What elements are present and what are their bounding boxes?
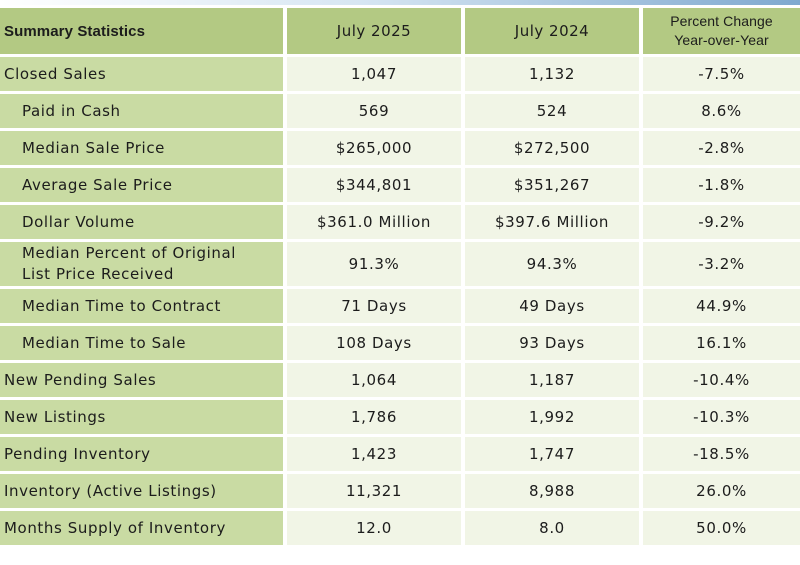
value-july-2024: 94.3% xyxy=(465,242,639,286)
summary-statistics-table: Summary Statistics July 2025 July 2024 P… xyxy=(0,5,800,548)
header-percent-change-line2: Year-over-Year xyxy=(674,32,769,48)
table-row: New Pending Sales 1,064 1,187 -10.4% xyxy=(0,363,800,397)
table-row: Median Time to Sale 108 Days 93 Days 16.… xyxy=(0,326,800,360)
value-percent-change: -7.5% xyxy=(643,57,800,91)
row-label: Paid in Cash xyxy=(0,94,283,128)
table-row: Dollar Volume $361.0 Million $397.6 Mill… xyxy=(0,205,800,239)
value-july-2025: 1,064 xyxy=(287,363,461,397)
header-july-2025: July 2025 xyxy=(287,8,461,54)
value-july-2024: $272,500 xyxy=(465,131,639,165)
header-row: Summary Statistics July 2025 July 2024 P… xyxy=(0,8,800,54)
header-percent-change-line1: Percent Change xyxy=(670,13,773,29)
row-label: Median Time to Sale xyxy=(0,326,283,360)
table-row: Median Time to Contract 71 Days 49 Days … xyxy=(0,289,800,323)
value-july-2025: $361.0 Million xyxy=(287,205,461,239)
value-july-2024: 1,992 xyxy=(465,400,639,434)
value-july-2024: $351,267 xyxy=(465,168,639,202)
value-percent-change: -9.2% xyxy=(643,205,800,239)
value-july-2024: 1,747 xyxy=(465,437,639,471)
table-row: Pending Inventory 1,423 1,747 -18.5% xyxy=(0,437,800,471)
value-july-2025: 1,786 xyxy=(287,400,461,434)
table-row: Months Supply of Inventory 12.0 8.0 50.0… xyxy=(0,511,800,545)
header-summary-statistics: Summary Statistics xyxy=(0,8,283,54)
row-label: Median Sale Price xyxy=(0,131,283,165)
value-percent-change: 16.1% xyxy=(643,326,800,360)
table-row: Median Sale Price $265,000 $272,500 -2.8… xyxy=(0,131,800,165)
row-label: Closed Sales xyxy=(0,57,283,91)
value-july-2024: 1,132 xyxy=(465,57,639,91)
row-label: Average Sale Price xyxy=(0,168,283,202)
value-july-2024: 1,187 xyxy=(465,363,639,397)
value-july-2025: $344,801 xyxy=(287,168,461,202)
value-july-2025: 12.0 xyxy=(287,511,461,545)
value-july-2024: 524 xyxy=(465,94,639,128)
value-percent-change: 44.9% xyxy=(643,289,800,323)
row-label: Months Supply of Inventory xyxy=(0,511,283,545)
value-july-2024: 8,988 xyxy=(465,474,639,508)
value-july-2025: 108 Days xyxy=(287,326,461,360)
value-july-2024: 49 Days xyxy=(465,289,639,323)
value-july-2024: $397.6 Million xyxy=(465,205,639,239)
top-accent-bar xyxy=(0,0,800,5)
value-july-2025: 71 Days xyxy=(287,289,461,323)
table-row: Closed Sales 1,047 1,132 -7.5% xyxy=(0,57,800,91)
table-row: New Listings 1,786 1,992 -10.3% xyxy=(0,400,800,434)
row-label: Median Percent of Original List Price Re… xyxy=(0,242,283,286)
row-label: New Pending Sales xyxy=(0,363,283,397)
value-percent-change: -1.8% xyxy=(643,168,800,202)
table-row: Median Percent of Original List Price Re… xyxy=(0,242,800,286)
row-label: Dollar Volume xyxy=(0,205,283,239)
value-july-2025: 91.3% xyxy=(287,242,461,286)
value-percent-change: -18.5% xyxy=(643,437,800,471)
row-label: Inventory (Active Listings) xyxy=(0,474,283,508)
row-label: Pending Inventory xyxy=(0,437,283,471)
value-july-2025: $265,000 xyxy=(287,131,461,165)
header-july-2024: July 2024 xyxy=(465,8,639,54)
value-percent-change: -2.8% xyxy=(643,131,800,165)
row-label-line1: Median Percent of Original xyxy=(22,244,237,262)
value-july-2024: 93 Days xyxy=(465,326,639,360)
value-july-2025: 569 xyxy=(287,94,461,128)
table-row: Inventory (Active Listings) 11,321 8,988… xyxy=(0,474,800,508)
value-percent-change: 50.0% xyxy=(643,511,800,545)
table-row: Paid in Cash 569 524 8.6% xyxy=(0,94,800,128)
value-percent-change: -3.2% xyxy=(643,242,800,286)
row-label: Median Time to Contract xyxy=(0,289,283,323)
row-label: New Listings xyxy=(0,400,283,434)
header-percent-change: Percent Change Year-over-Year xyxy=(643,8,800,54)
value-percent-change: 8.6% xyxy=(643,94,800,128)
row-label-line2: List Price Received xyxy=(22,265,174,283)
value-percent-change: -10.4% xyxy=(643,363,800,397)
value-july-2025: 11,321 xyxy=(287,474,461,508)
value-july-2025: 1,047 xyxy=(287,57,461,91)
value-percent-change: 26.0% xyxy=(643,474,800,508)
table-row: Average Sale Price $344,801 $351,267 -1.… xyxy=(0,168,800,202)
value-percent-change: -10.3% xyxy=(643,400,800,434)
value-july-2025: 1,423 xyxy=(287,437,461,471)
value-july-2024: 8.0 xyxy=(465,511,639,545)
